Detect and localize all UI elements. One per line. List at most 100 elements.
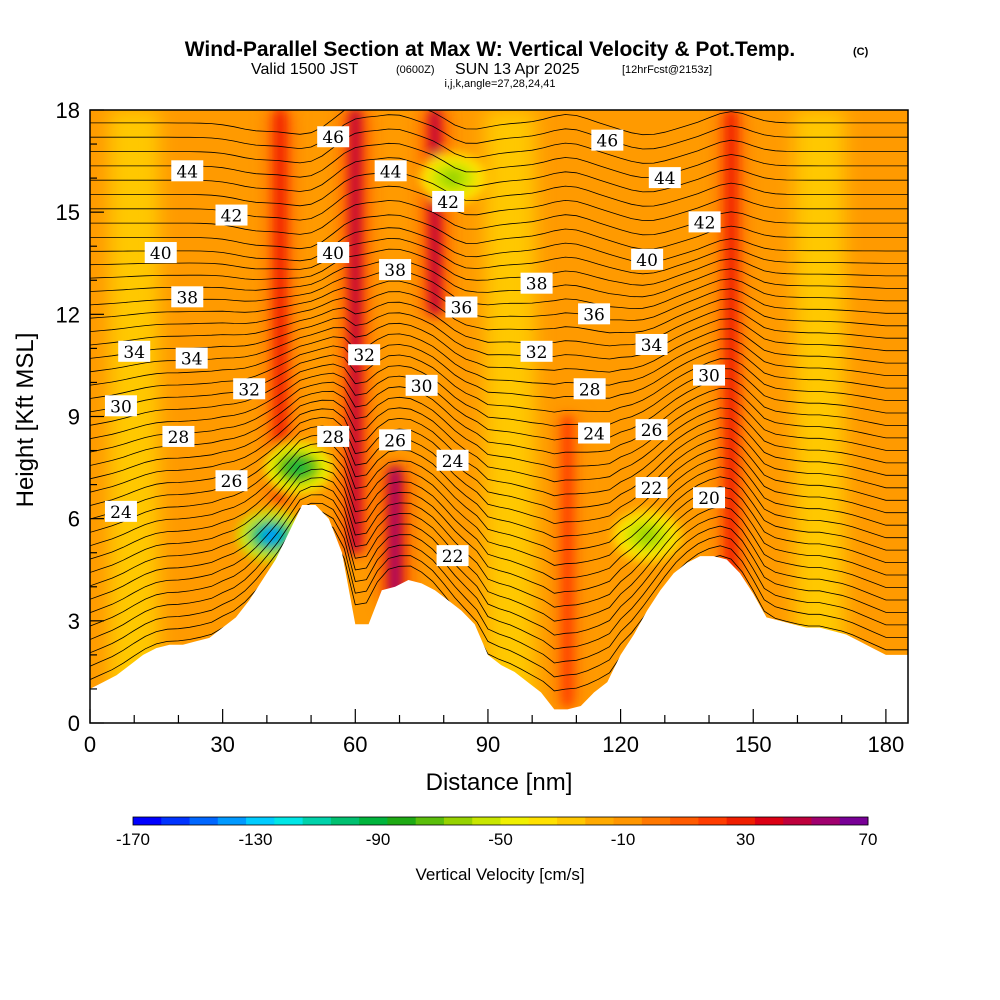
theta-contour-line bbox=[90, 494, 908, 636]
contour-label-box bbox=[233, 378, 266, 400]
contour-label: 34 bbox=[118, 340, 151, 363]
contour-label-box bbox=[578, 422, 611, 444]
colorbar-swatch bbox=[302, 817, 332, 825]
colorbar-tick-label: -170 bbox=[116, 830, 150, 849]
colorbar-swatch bbox=[670, 817, 699, 825]
contour-label: 24 bbox=[578, 422, 611, 445]
y-axis: 0 3 6 9 12 15 18 bbox=[56, 98, 104, 736]
contour-label-text: 42 bbox=[221, 207, 243, 227]
colorbar-tick-label: -130 bbox=[238, 830, 272, 849]
x-tick-label: 90 bbox=[476, 732, 500, 757]
contour-label-box bbox=[693, 487, 726, 509]
x-axis: 0 30 60 90 120 150 180 bbox=[84, 709, 904, 757]
terrain-mask bbox=[90, 505, 908, 723]
theta-contour-line bbox=[90, 485, 908, 622]
downdraft-core bbox=[287, 459, 308, 476]
contour-label: 28 bbox=[162, 425, 195, 448]
contour-label-text: 20 bbox=[698, 489, 720, 509]
contour-label-box bbox=[635, 333, 668, 355]
contour-label: 38 bbox=[171, 286, 204, 308]
contour-labels: 44 42 40 38 34 34 30 28 24 26 32 46 40 32 28 44 38 30 26 42… bbox=[104, 126, 726, 567]
contour-label-box bbox=[693, 364, 726, 386]
contour-label-text: 36 bbox=[451, 299, 473, 319]
contour-label-text: 30 bbox=[110, 397, 132, 417]
colorbar-swatch bbox=[359, 817, 388, 825]
theta-contour-line bbox=[90, 390, 908, 469]
contour-label-box bbox=[171, 160, 204, 182]
contour-label: 30 bbox=[693, 364, 726, 387]
updraft-core bbox=[275, 110, 286, 502]
contour-label: 34 bbox=[635, 333, 668, 356]
downdraft-core bbox=[637, 527, 658, 544]
contour-label: 36 bbox=[578, 303, 611, 325]
chart-subtitle: Valid 1500 JST (0600Z) SUN 13 Apr 2025 [… bbox=[251, 61, 712, 78]
colorbar-swatch bbox=[246, 817, 275, 825]
x-tick-label: 150 bbox=[735, 732, 772, 757]
colorbar-swatch bbox=[274, 817, 304, 825]
contour-label-box bbox=[317, 242, 350, 264]
colorbar-swatch bbox=[387, 817, 417, 825]
colorbar-tick-label: 70 bbox=[859, 830, 878, 849]
x-tick-label: 60 bbox=[343, 732, 367, 757]
colorbar-swatch bbox=[754, 817, 784, 825]
contour-label-text: 40 bbox=[322, 244, 344, 264]
contour-label: 44 bbox=[171, 160, 204, 182]
contour-label: 20 bbox=[693, 487, 726, 509]
contour-label: 38 bbox=[379, 259, 412, 281]
updraft-core bbox=[429, 110, 440, 315]
y-tick-label: 18 bbox=[56, 98, 80, 123]
contour-label-text: 40 bbox=[636, 251, 658, 271]
x-tick-label: 0 bbox=[84, 732, 96, 757]
contour-label: 36 bbox=[445, 296, 478, 319]
y-tick-label: 12 bbox=[56, 302, 80, 327]
contour-label-box bbox=[520, 340, 553, 362]
contour-label: 40 bbox=[317, 242, 350, 264]
subtitle-utc: (0600Z) bbox=[396, 64, 435, 76]
contour-label-box bbox=[635, 477, 668, 499]
theta-contour-line bbox=[90, 363, 908, 427]
chart-subtitle-ijk: i,j,k,angle=27,28,24,41 bbox=[444, 78, 555, 90]
chart-title: Wind-Parallel Section at Max W: Vertical… bbox=[185, 38, 796, 61]
colorbar-swatch bbox=[726, 817, 756, 825]
contour-label-box bbox=[374, 160, 407, 182]
contour-label-text: 22 bbox=[641, 479, 663, 499]
contour-label: 38 bbox=[520, 272, 553, 295]
contour-label-box bbox=[520, 272, 553, 294]
theta-contour-line bbox=[90, 142, 908, 179]
contour-label-text: 46 bbox=[597, 132, 619, 152]
theta-contour-line bbox=[90, 114, 908, 150]
colorbar-swatch bbox=[161, 817, 191, 825]
theta-contour-line bbox=[90, 291, 908, 334]
weak-downdraft-band bbox=[109, 110, 160, 723]
contour-label-text: 28 bbox=[322, 428, 344, 448]
colorbar-swatch bbox=[613, 817, 643, 825]
contour-label-text: 26 bbox=[641, 421, 663, 441]
colorbar-swatch bbox=[557, 817, 586, 825]
theta-contour-line bbox=[90, 280, 908, 322]
contour-label-box bbox=[432, 190, 465, 212]
subtitle-fcst: [12hrFcst@2153z] bbox=[622, 64, 712, 76]
contour-label-box bbox=[144, 242, 177, 264]
theta-contour-line bbox=[90, 519, 908, 678]
contour-label-box bbox=[348, 344, 381, 366]
contour-label-box bbox=[379, 259, 412, 281]
contour-label: 28 bbox=[573, 378, 606, 400]
y-tick-label: 0 bbox=[68, 711, 80, 736]
colorbar-swatch bbox=[500, 817, 530, 825]
x-tick-label: 120 bbox=[602, 732, 639, 757]
contour-label-box bbox=[578, 303, 611, 325]
colorbar-swatch bbox=[698, 817, 728, 825]
theta-contour-line bbox=[90, 442, 908, 552]
contour-label-box bbox=[118, 340, 151, 362]
colorbar-swatch bbox=[443, 817, 473, 825]
contour-label: 32 bbox=[348, 344, 381, 366]
subtitle-valid: Valid 1500 JST bbox=[251, 61, 359, 78]
contour-label: 40 bbox=[631, 248, 664, 271]
contour-label: 22 bbox=[635, 477, 668, 499]
contour-label-box bbox=[215, 204, 248, 226]
contour-label: 32 bbox=[520, 340, 553, 363]
contour-label-text: 44 bbox=[176, 162, 198, 182]
contour-label-box bbox=[591, 129, 624, 151]
contour-label: 40 bbox=[144, 242, 177, 264]
contour-label: 32 bbox=[233, 378, 266, 400]
